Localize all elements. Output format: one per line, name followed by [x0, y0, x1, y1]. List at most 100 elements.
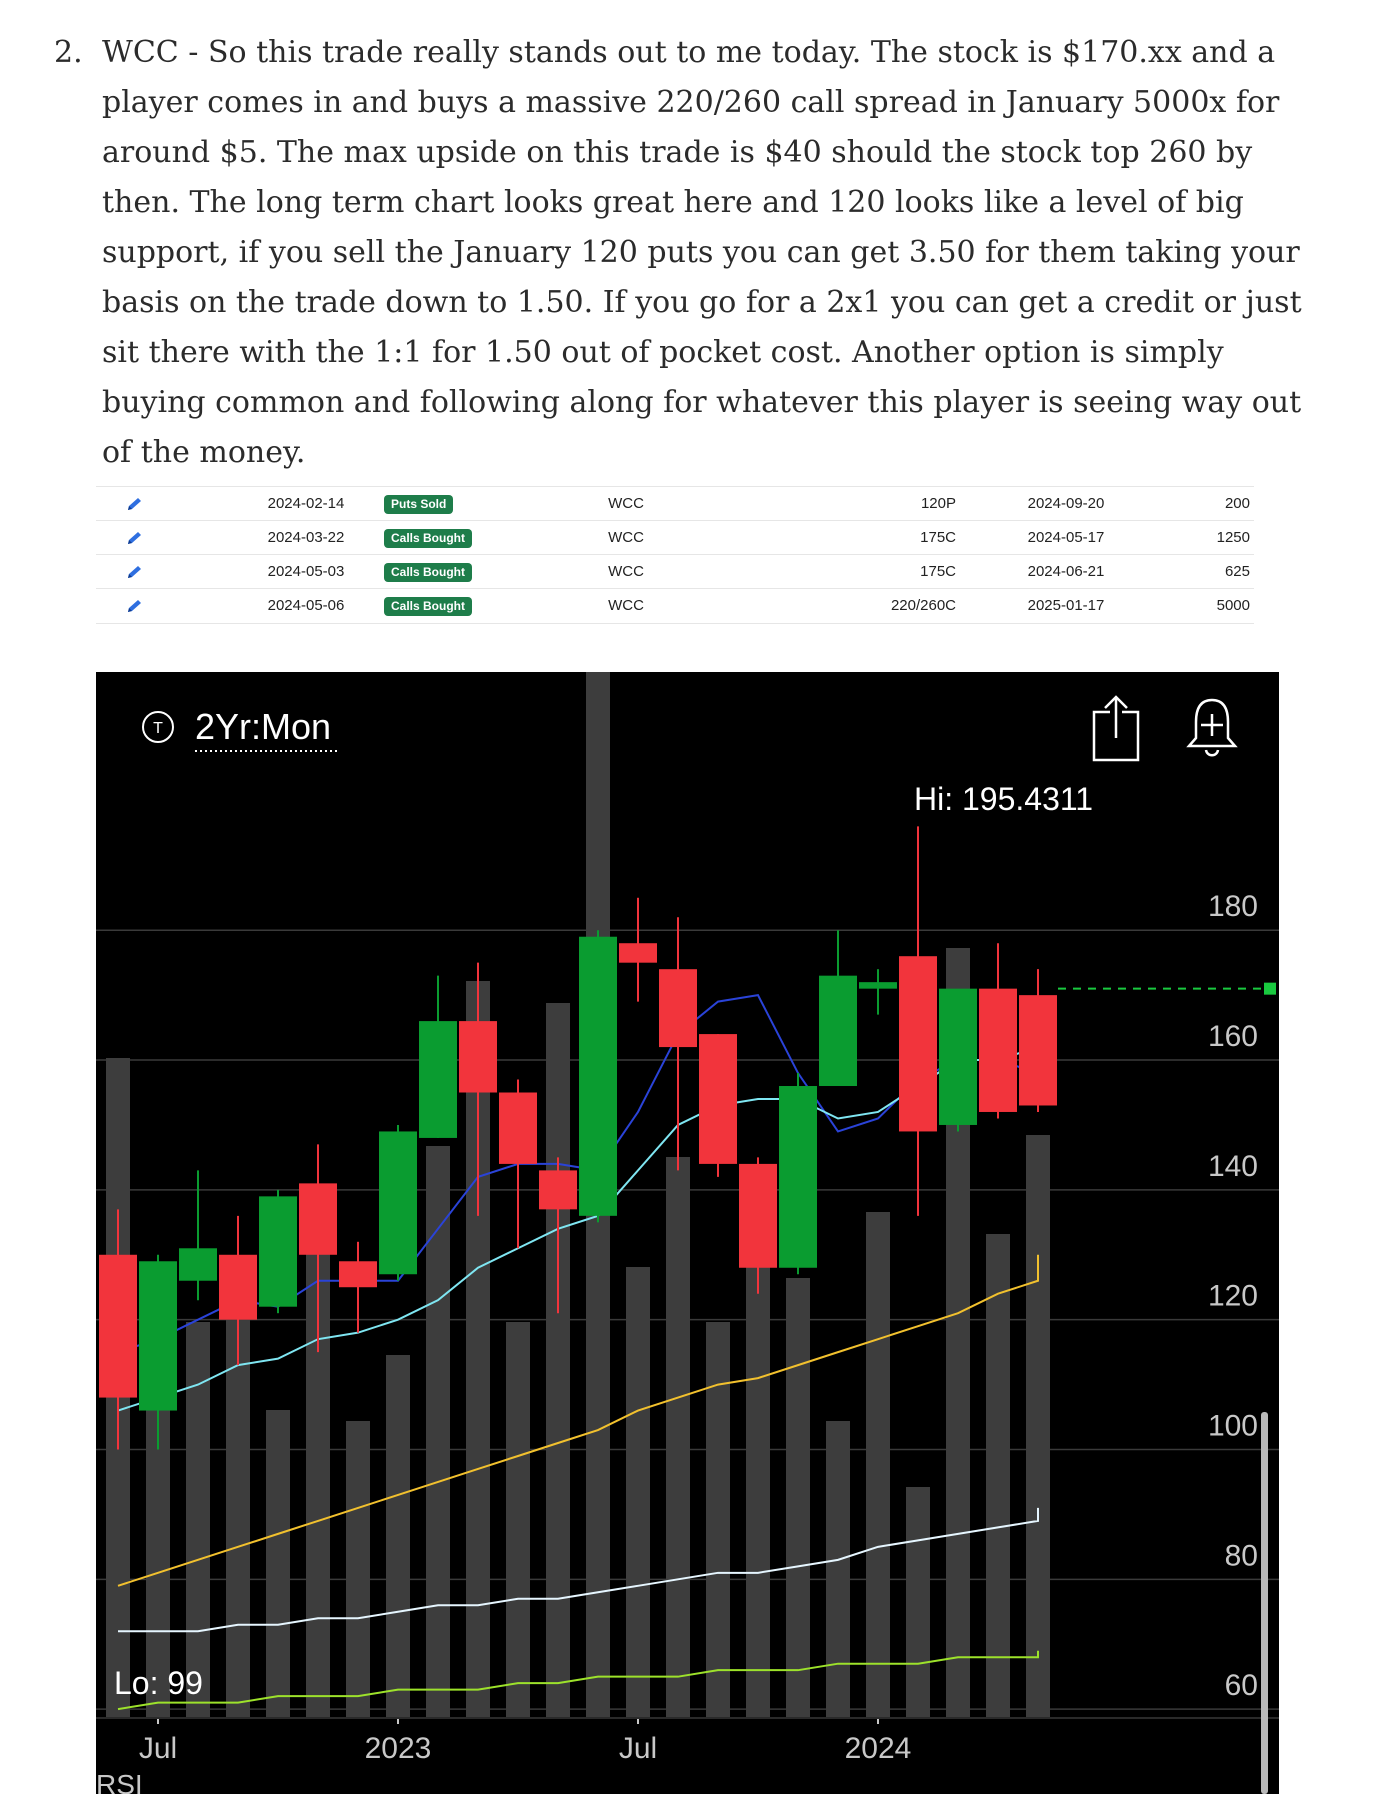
list-number: 2.	[54, 35, 83, 70]
action-badge: Calls Bought	[384, 529, 472, 548]
trade-ticker: WCC	[608, 563, 644, 580]
volume-bar	[866, 1212, 890, 1718]
edit-pencil-icon[interactable]	[126, 598, 144, 614]
trade-strike: 175C	[920, 563, 956, 580]
trade-date: 2024-02-14	[267, 495, 345, 512]
edit-pencil-icon[interactable]	[126, 530, 144, 546]
last-price-marker	[1264, 982, 1276, 995]
volume-bars	[106, 672, 1050, 1718]
candle-body	[539, 1170, 577, 1210]
action-badge: Calls Bought	[384, 563, 472, 582]
candle-body	[939, 988, 977, 1125]
stock-chart[interactable]: 180 160 140 120 100 80 60 Jul 2023 Jul 2024 T 2Yr:…	[96, 672, 1279, 1794]
chart-scrollbar[interactable]	[1261, 1412, 1268, 1794]
candlesticks	[99, 826, 1276, 1450]
trade-date: 2024-03-22	[267, 529, 345, 546]
volume-bar	[986, 1234, 1010, 1718]
axis-labels: 180 160 140 120 100 80 60 Jul 2023 Jul 2024	[96, 890, 1279, 1765]
trade-size: 200	[1224, 495, 1250, 512]
table-row: 2024-05-03 Calls Bought WCC 175C 2024-06-21 6…	[96, 554, 1254, 589]
candle-body	[819, 975, 857, 1087]
share-icon[interactable]	[1092, 695, 1140, 762]
trade-expiry: 2025-01-17	[1027, 597, 1105, 614]
trade-strike: 120P	[920, 495, 956, 512]
candle-body	[899, 956, 937, 1132]
x-tick-label: Jul	[619, 1732, 657, 1765]
y-tick-label: 140	[1208, 1150, 1258, 1183]
x-tick-label: 2023	[365, 1732, 432, 1765]
candle-body	[619, 943, 657, 963]
bell-icon-clapper	[1204, 749, 1220, 757]
candle-body	[579, 936, 617, 1216]
candle-body	[739, 1163, 777, 1268]
chart-canvas[interactable]: 180 160 140 120 100 80 60 Jul 2023 Jul 2024 T 2Yr:…	[96, 672, 1279, 1794]
candle-body	[1019, 995, 1057, 1106]
ma-line-ma_long3	[117, 1650, 1039, 1711]
clock-t-icon-letter: T	[153, 720, 163, 737]
clock-t-icon	[142, 711, 174, 743]
table-row: 2024-02-14 Puts Sold WCC 120P 2024-09-20 200	[96, 486, 1254, 521]
candle-body	[419, 1021, 457, 1138]
volume-bar	[386, 1355, 410, 1718]
volume-bar	[426, 1146, 450, 1718]
volume-bar	[546, 1003, 570, 1718]
candle-body	[299, 1183, 337, 1255]
candle-body	[99, 1254, 137, 1398]
high-price-label: Hi: 195.4311	[914, 781, 1093, 817]
volume-bar	[906, 1487, 930, 1718]
candle-body	[699, 1034, 737, 1164]
y-tick-label: 160	[1208, 1020, 1258, 1053]
candle-body	[139, 1261, 177, 1411]
article-paragraph: WCC - So this trade really stands out to…	[102, 35, 1302, 470]
trade-size: 625	[1224, 563, 1250, 580]
volume-bar	[266, 1410, 290, 1718]
volume-bar	[506, 1322, 530, 1718]
low-price-label: Lo: 99	[114, 1665, 203, 1701]
timeframe-selector[interactable]: T 2Yr:Mon	[142, 706, 340, 752]
volume-bar	[666, 1157, 690, 1718]
x-tick-label: 2024	[845, 1732, 912, 1765]
candle-body	[499, 1092, 537, 1164]
y-tick-label: 120	[1208, 1280, 1258, 1313]
candle-body	[459, 1021, 497, 1093]
candle-body	[659, 969, 697, 1048]
edit-pencil-icon[interactable]	[126, 564, 144, 580]
volume-bar	[826, 1421, 850, 1718]
volume-bar	[786, 1278, 810, 1718]
bell-icon-body	[1186, 698, 1238, 748]
share-icon-box	[1092, 710, 1140, 762]
trade-expiry: 2024-09-20	[1027, 495, 1105, 512]
volume-bar	[346, 1421, 370, 1718]
candle-body	[219, 1254, 257, 1320]
volume-bar	[626, 1267, 650, 1718]
trade-date: 2024-05-03	[267, 563, 345, 580]
table-row: 2024-05-06 Calls Bought WCC 220/260C 2025-01…	[96, 588, 1254, 624]
trade-expiry: 2024-06-21	[1027, 563, 1105, 580]
bell-plus-icon[interactable]	[1186, 698, 1238, 757]
candle-body	[379, 1131, 417, 1275]
rsi-label: RSI	[96, 1769, 143, 1794]
y-tick-label: 180	[1208, 890, 1258, 923]
candle-body	[259, 1196, 297, 1307]
trade-strike: 175C	[920, 529, 956, 546]
edit-pencil-icon[interactable]	[126, 496, 144, 512]
timeframe-label: 2Yr:Mon	[195, 706, 331, 747]
y-tick-label: 80	[1225, 1539, 1258, 1572]
trade-strike: 220/260C	[890, 597, 956, 614]
trade-size: 5000	[1216, 597, 1250, 614]
x-tick-label: Jul	[139, 1732, 177, 1765]
trade-expiry: 2024-05-17	[1027, 529, 1105, 546]
trade-ticker: WCC	[608, 495, 644, 512]
ma-line-ma_long2	[118, 1507, 1039, 1633]
candle-body	[179, 1248, 217, 1281]
table-row: 2024-03-22 Calls Bought WCC 175C 2024-05-17 1…	[96, 520, 1254, 555]
volume-bar	[706, 1322, 730, 1718]
action-badge: Calls Bought	[384, 597, 472, 616]
trade-ticker: WCC	[608, 529, 644, 546]
y-tick-label: 60	[1225, 1669, 1258, 1702]
trade-size: 1250	[1216, 529, 1250, 546]
ma-line-ma_long1	[117, 1254, 1039, 1587]
candle-body	[779, 1086, 817, 1268]
volume-bar	[1026, 1135, 1050, 1718]
trade-ticker: WCC	[608, 597, 644, 614]
